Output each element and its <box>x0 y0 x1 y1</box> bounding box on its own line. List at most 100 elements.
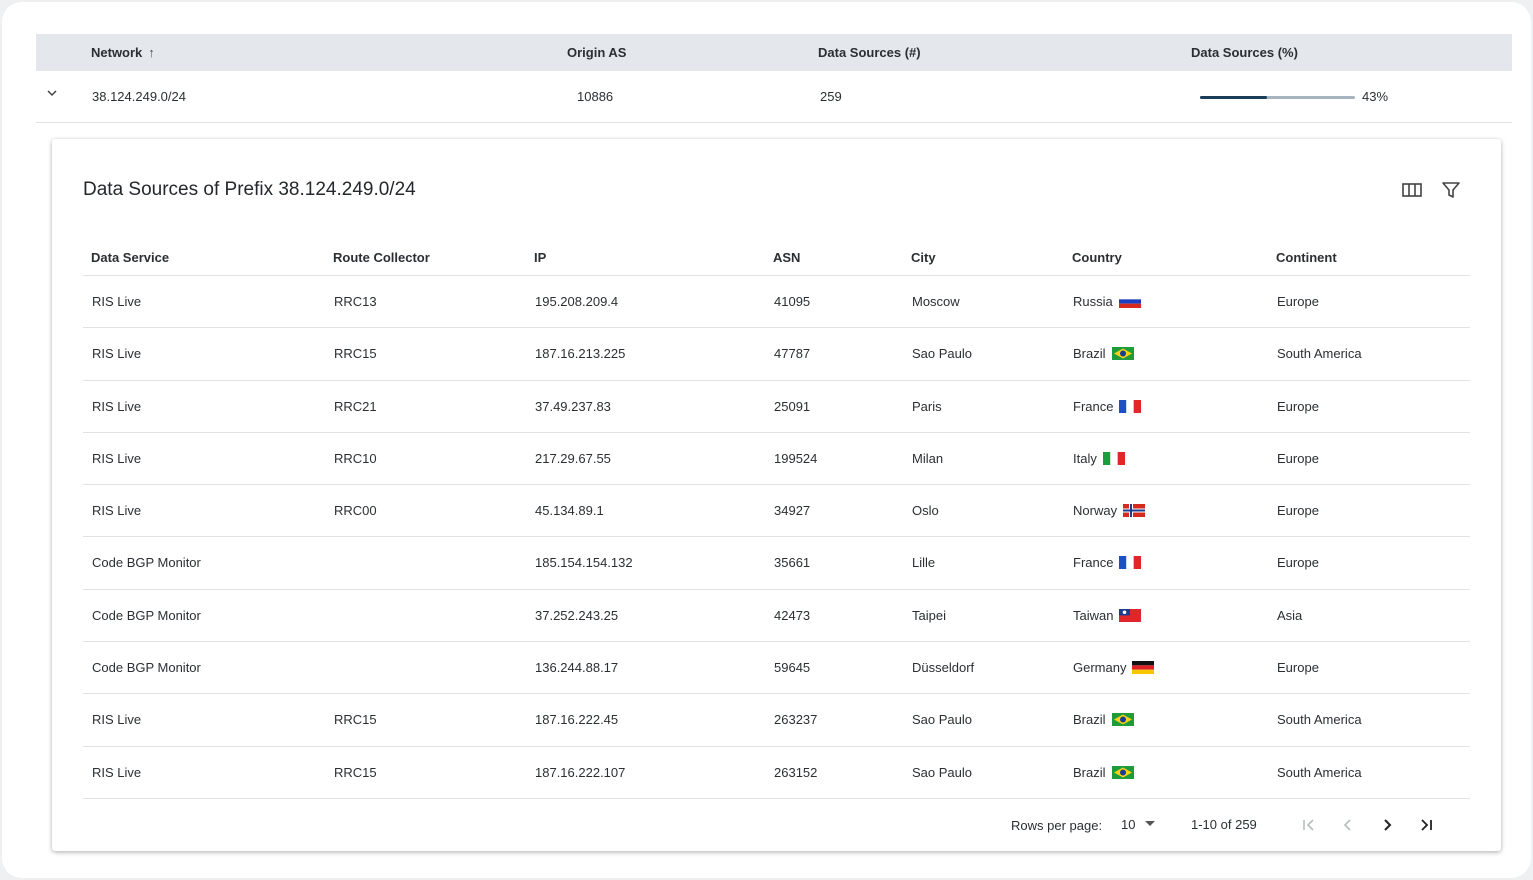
cell-data-service-text: RIS Live <box>92 712 142 728</box>
cell-asn-text: 35661 <box>774 555 811 571</box>
table-row[interactable]: RIS Live RRC15 187.16.222.45 263237 Sao Paul… <box>83 694 1470 747</box>
cell-route-collector-text: RRC15 <box>334 346 377 362</box>
cell-continent: Asia <box>1277 608 1302 623</box>
header-origin-as[interactable]: Origin AS <box>567 45 627 60</box>
flag-br-icon <box>1111 347 1134 361</box>
cell-ip-text: 195.208.209.4 <box>535 294 619 309</box>
next-page-icon[interactable] <box>1376 814 1398 836</box>
cell-asn: 47787 <box>774 346 810 361</box>
cell-ip: 187.16.222.45 <box>535 712 618 727</box>
cell-city: Sao Paulo <box>912 765 972 780</box>
cell-continent: South America <box>1277 765 1362 780</box>
col-country[interactable]: Country <box>1072 250 1122 265</box>
cell-route-collector-text: RRC21 <box>334 398 377 414</box>
last-page-icon[interactable] <box>1415 814 1437 836</box>
rows-per-page-value: 10 <box>1121 817 1136 832</box>
columns-icon[interactable] <box>1401 180 1423 200</box>
header-data-sources-count[interactable]: Data Sources (#) <box>818 45 921 60</box>
cell-asn-text: 263237 <box>774 712 818 728</box>
flag-it-icon <box>1102 451 1125 465</box>
cell-route-collector: RRC15 <box>334 712 377 727</box>
cell-asn: 41095 <box>774 294 810 309</box>
cell-continent: Europe <box>1277 503 1319 518</box>
cell-asn: 25091 <box>774 399 810 414</box>
cell-continent: Europe <box>1277 555 1319 570</box>
flag-fr-icon <box>1119 556 1142 570</box>
table-row[interactable]: Code BGP Monitor 185.154.154.132 35661 Lill… <box>83 537 1470 590</box>
cell-asn: 42473 <box>774 608 810 623</box>
cell-ip-text: 185.154.154.132 <box>535 555 633 571</box>
table-row[interactable]: Code BGP Monitor 37.252.243.25 42473 Taipei… <box>83 590 1470 643</box>
flag-br-icon <box>1111 765 1134 779</box>
cell-city: Sao Paulo <box>912 346 972 361</box>
table-row[interactable]: RIS Live RRC21 37.49.237.83 25091 Paris Franc… <box>83 381 1470 433</box>
cell-data-service-text: RIS Live <box>92 346 142 362</box>
cell-continent-text: South America <box>1277 712 1362 728</box>
col-route-collector[interactable]: Route Collector <box>333 250 430 265</box>
col-continent[interactable]: Continent <box>1276 250 1337 265</box>
cell-ip-text: 37.252.243.25 <box>535 607 619 623</box>
header-network[interactable]: Network ↑ <box>91 45 155 60</box>
table-row[interactable]: RIS Live RRC10 217.29.67.55 199524 Milan Ital… <box>83 433 1470 486</box>
cell-ip: 185.154.154.132 <box>535 555 633 570</box>
header-data-sources-percent[interactable]: Data Sources (%) <box>1191 45 1298 60</box>
cell-asn: 34927 <box>774 503 810 518</box>
cell-data-service: RIS Live <box>92 765 141 780</box>
cell-data-service: RIS Live <box>92 399 141 414</box>
cell-country: Brazil <box>1073 346 1134 361</box>
cell-ip-text: 187.16.222.45 <box>535 712 619 728</box>
flag-ru-icon <box>1118 295 1141 308</box>
cell-asn-text: 59645 <box>774 660 811 676</box>
cell-country-text: Norway <box>1073 503 1118 519</box>
table-row[interactable]: RIS Live RRC15 187.16.222.107 263152 Sao Pau… <box>83 747 1470 799</box>
cell-data-service-text: RIS Live <box>92 764 142 780</box>
cell-data-service-text: RIS Live <box>92 398 142 414</box>
cell-country: Norway <box>1073 503 1146 519</box>
prefix-row[interactable]: 38.124.249.0/24 10886 259 43% <box>36 71 1512 123</box>
cell-ip: 195.208.209.4 <box>535 294 618 309</box>
chevron-down-icon[interactable] <box>46 87 58 99</box>
cell-country: France <box>1073 399 1142 414</box>
cell-ip-text: 217.29.67.55 <box>535 450 611 466</box>
cell-route-collector-text: RRC15 <box>334 764 377 780</box>
col-asn[interactable]: ASN <box>773 250 801 265</box>
col-data-service[interactable]: Data Service <box>91 250 170 265</box>
filter-icon[interactable] <box>1440 180 1462 200</box>
cell-country-text: Russia <box>1073 294 1113 309</box>
cell-city-text: Sao Paulo <box>912 764 972 780</box>
cell-data-service-text: RIS Live <box>92 450 142 466</box>
cell-ip: 217.29.67.55 <box>535 451 611 466</box>
flag-de-icon <box>1132 661 1155 675</box>
table-row[interactable]: RIS Live RRC00 45.134.89.1 34927 Oslo Norway E… <box>83 485 1470 538</box>
cell-country: Russia <box>1073 294 1141 309</box>
first-page-icon[interactable] <box>1298 814 1320 836</box>
cell-country: Brazil <box>1073 765 1134 780</box>
cell-city: Moscow <box>912 294 960 309</box>
col-ip[interactable]: IP <box>534 250 547 265</box>
cell-data-service-text: Code BGP Monitor <box>92 555 201 571</box>
cell-data-service: Code BGP Monitor <box>92 608 201 623</box>
cell-data-service-text: RIS Live <box>92 503 142 519</box>
cell-continent-text: Europe <box>1277 660 1319 676</box>
cell-ip: 45.134.89.1 <box>535 503 604 518</box>
flag-br-icon <box>1111 713 1134 727</box>
cell-data-service-text: Code BGP Monitor <box>92 660 201 676</box>
cell-route-collector-text: RRC00 <box>334 503 377 519</box>
cell-city-text: Sao Paulo <box>912 712 972 728</box>
cell-asn: 59645 <box>774 660 810 675</box>
sort-ascending-icon[interactable]: ↑ <box>148 45 155 60</box>
cell-city: Lille <box>912 555 935 570</box>
cell-continent: South America <box>1277 346 1362 361</box>
cell-continent: Europe <box>1277 294 1319 309</box>
col-city[interactable]: City <box>911 250 936 265</box>
table-row[interactable]: RIS Live RRC15 187.16.213.225 47787 Sao Paul… <box>83 328 1470 381</box>
table-row[interactable]: Code BGP Monitor 136.244.88.17 59645 Düssel… <box>83 642 1470 695</box>
rows-per-page-select[interactable]: 10 <box>1121 817 1156 832</box>
cell-asn-text: 263152 <box>774 764 818 780</box>
table-row[interactable]: RIS Live RRC13 195.208.209.4 41095 Moscow Rus… <box>83 276 1470 329</box>
cell-country: Taiwan <box>1073 608 1142 623</box>
cell-ip: 37.252.243.25 <box>535 608 618 623</box>
previous-page-icon[interactable] <box>1337 814 1359 836</box>
cell-data-service: Code BGP Monitor <box>92 660 201 675</box>
cell-city-text: Paris <box>912 398 942 414</box>
